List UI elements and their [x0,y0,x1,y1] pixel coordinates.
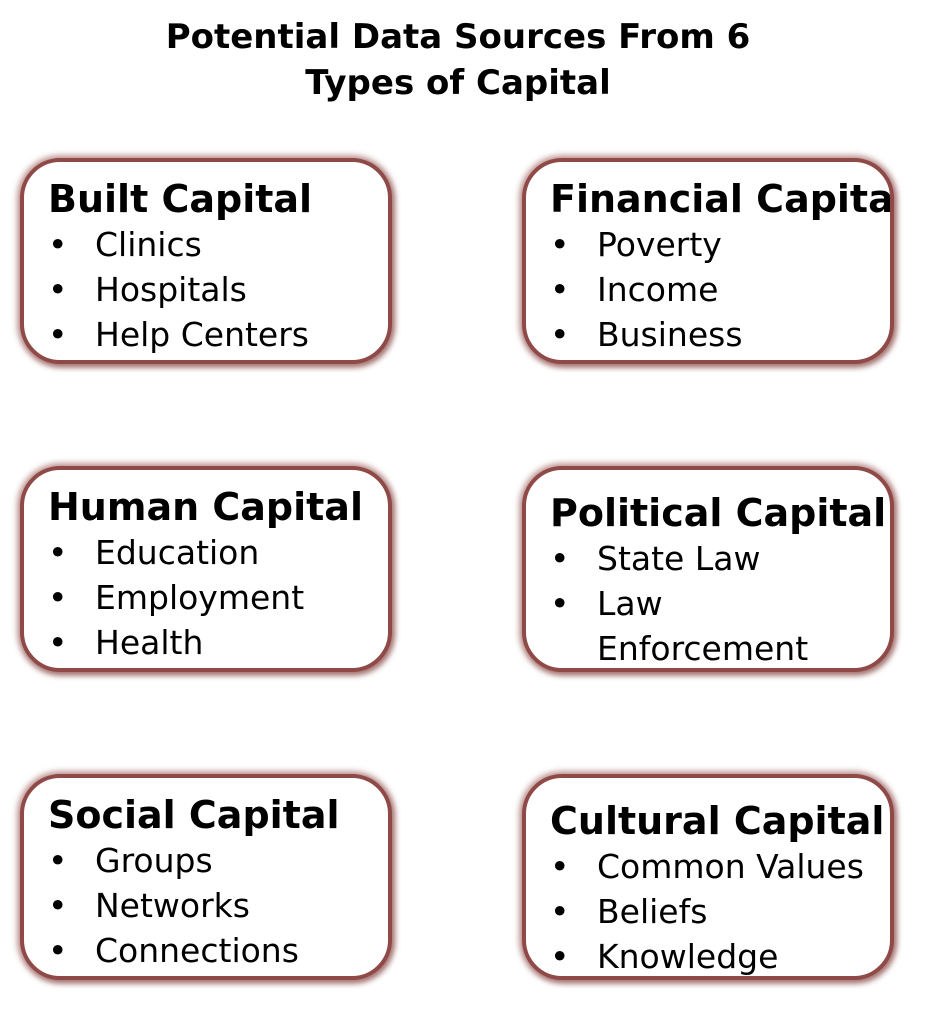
capital-box-financial: Financial Capital • Poverty • Income • Busi… [522,158,894,364]
bullet-icon: • [48,225,68,264]
capital-item-list: • Common Values • Beliefs • Knowledge [550,844,890,976]
capital-item-label: Knowledge [597,937,779,976]
bullet-icon: • [550,539,570,578]
capital-box-built: Built Capital • Clinics • Hospitals • Help … [20,158,392,364]
capital-item-label: Beliefs [597,892,708,931]
capital-item: • Poverty [550,222,890,267]
capital-item-list: • State Law • Law Enforcement [550,536,890,668]
capital-item: • Law Enforcement [550,581,877,668]
bullet-icon: • [48,623,68,662]
capital-item: • Income [550,267,890,312]
capital-box-title: Social Capital [48,793,340,837]
capital-item: • Knowledge [550,934,890,976]
capital-item: • Hospitals [48,267,388,312]
capital-box-cultural: Cultural Capital • Common Values • Beliefs… [522,774,894,980]
capital-item-list: • Groups • Networks • Connections [48,838,388,973]
capital-item: • Education [48,530,388,575]
capital-item: • Employment [48,575,388,620]
bullet-icon: • [550,225,570,264]
capital-item-label: Connections [95,931,299,970]
capital-item-label: State Law [597,539,761,578]
capital-box-title: Cultural Capital [550,799,885,843]
bullet-icon: • [48,841,68,880]
bullet-icon: • [48,578,68,617]
capital-item: • Groups [48,838,388,883]
capital-item-label: Groups [95,841,213,880]
capital-item-label: Clinics [95,225,202,264]
bullet-icon: • [48,931,68,970]
capital-item: • Connections [48,928,388,973]
bullet-icon: • [550,270,570,309]
capital-item-label: Hospitals [95,270,247,309]
capital-item-label: Help Centers [95,315,309,354]
capital-item-label: Poverty [597,225,722,264]
capital-box-title: Financial Capital [550,177,894,221]
capital-item-list: • Poverty • Income • Business [550,222,890,357]
diagram-title: Potential Data Sources From 6 Types of C… [0,14,916,106]
capital-item-label: Common Values [597,847,864,886]
capital-box-social: Social Capital • Groups • Networks • Connec… [20,774,392,980]
capital-item: • State Law [550,536,890,581]
diagram-title-line-1: Potential Data Sources From 6 [165,17,751,57]
capital-item-list: • Education • Employment • Health [48,530,388,665]
capital-item: • Beliefs [550,889,890,934]
capital-item: • Health [48,620,388,665]
capital-box-title: Human Capital [48,485,363,529]
bullet-icon: • [48,533,68,572]
bullet-icon: • [550,892,570,931]
bullet-icon: • [550,315,570,354]
capital-item-label: Health [95,623,204,662]
capital-item: • Business [550,312,890,357]
bullet-icon: • [48,886,68,925]
bullet-icon: • [550,584,570,623]
capital-item-label: Networks [95,886,250,925]
capital-item-label: Business [597,315,743,354]
capital-item-label: Employment [95,578,305,617]
capital-box-human: Human Capital • Education • Employment • He… [20,466,392,672]
bullet-icon: • [550,847,570,886]
diagram-title-line-2: Types of Capital [305,63,611,103]
bullet-icon: • [48,270,68,309]
capital-box-title: Built Capital [48,177,313,221]
capital-item: • Clinics [48,222,388,267]
capital-box-political: Political Capital • State Law • Law Enforc… [522,466,894,672]
capital-item-label: Law Enforcement [597,584,809,668]
bullet-icon: • [550,937,570,976]
capital-item-list: • Clinics • Hospitals • Help Centers [48,222,388,357]
capital-item: • Common Values [550,844,890,889]
bullet-icon: • [48,315,68,354]
capital-item-label: Education [95,533,260,572]
capital-item: • Networks [48,883,388,928]
capital-item-label: Income [597,270,719,309]
capital-item: • Help Centers [48,312,388,357]
capital-box-title: Political Capital [550,491,887,535]
